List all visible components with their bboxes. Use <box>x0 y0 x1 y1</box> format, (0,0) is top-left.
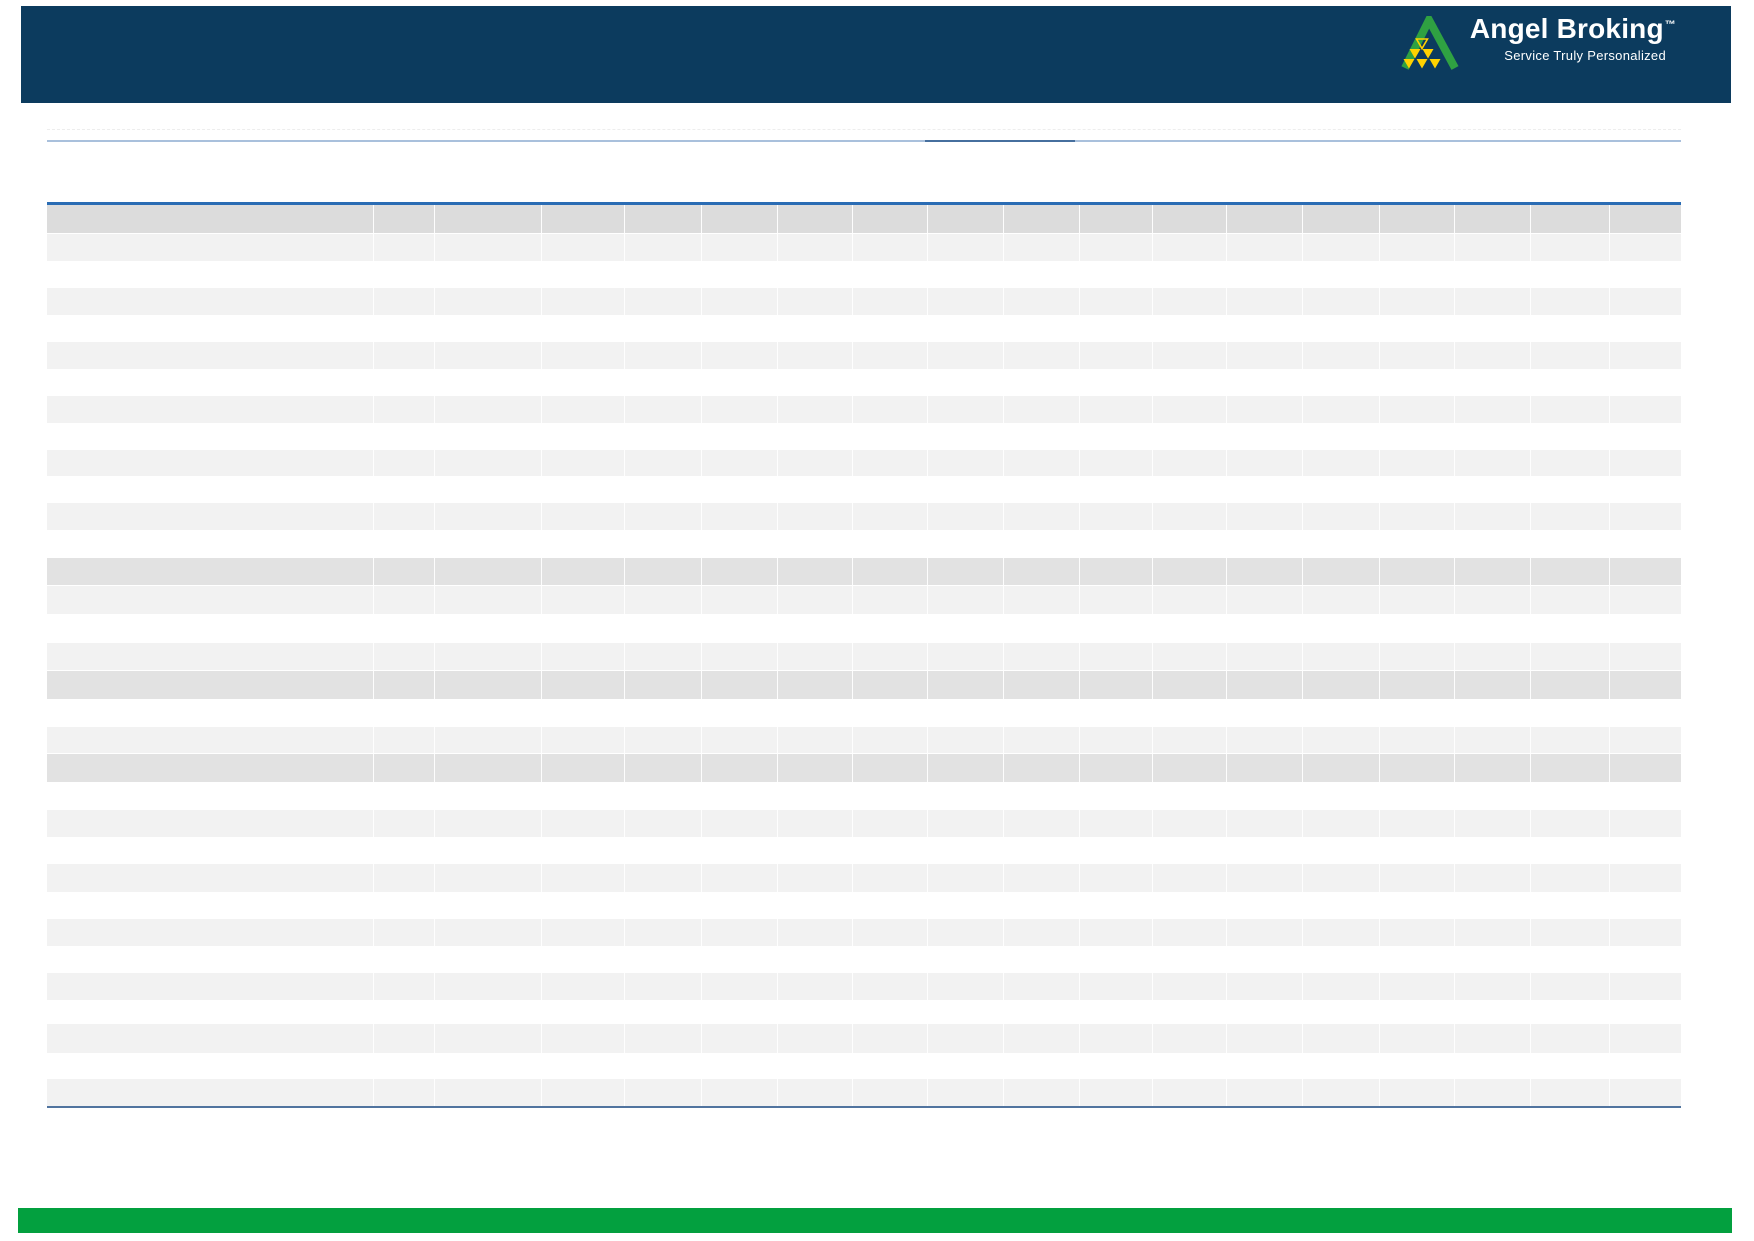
column-separator <box>624 205 625 1106</box>
table-row <box>47 503 1681 530</box>
table-row <box>47 558 1681 585</box>
table-row <box>47 586 1681 614</box>
column-separator <box>1530 205 1531 1106</box>
table-row <box>47 810 1681 837</box>
column-separator <box>541 205 542 1106</box>
logo-text: Angel Broking™ Service Truly Personalize… <box>1469 13 1676 63</box>
column-separator <box>1226 205 1227 1106</box>
table-row <box>47 919 1681 946</box>
angel-broking-logo: Angel Broking™ Service Truly Personalize… <box>1396 13 1676 70</box>
section-rule-accent-segment <box>925 140 1075 142</box>
table-row <box>47 643 1681 670</box>
column-separator <box>852 205 853 1106</box>
column-separator <box>777 205 778 1106</box>
section-rule <box>47 140 1681 142</box>
column-separator <box>927 205 928 1106</box>
column-separator <box>1003 205 1004 1106</box>
table-row <box>47 396 1681 423</box>
column-separator <box>434 205 435 1106</box>
column-separator <box>373 205 374 1106</box>
column-separator <box>1302 205 1303 1106</box>
table-row <box>47 973 1681 1000</box>
table-row <box>47 205 1681 233</box>
column-separator <box>1079 205 1080 1106</box>
column-separator <box>1609 205 1610 1106</box>
trademark-symbol: ™ <box>1664 18 1676 31</box>
column-separator <box>1379 205 1380 1106</box>
column-separator <box>1454 205 1455 1106</box>
column-separator <box>1152 205 1153 1106</box>
footer-bar <box>18 1208 1732 1233</box>
column-separator <box>701 205 702 1106</box>
table-row <box>47 727 1681 753</box>
table-row <box>47 288 1681 315</box>
table-row <box>47 1024 1681 1053</box>
table-row <box>47 342 1681 369</box>
table-row <box>47 864 1681 892</box>
brand-tagline: Service Truly Personalized <box>1504 47 1666 63</box>
header-band: Angel Broking™ Service Truly Personalize… <box>21 6 1731 103</box>
table-row <box>47 1079 1681 1106</box>
logo-pyramid-icon <box>1401 16 1459 70</box>
dashed-separator-rule <box>47 129 1681 130</box>
table-row <box>47 234 1681 261</box>
table-row <box>47 671 1681 699</box>
brand-name: Angel Broking™ <box>1469 13 1676 44</box>
data-table <box>47 202 1681 1108</box>
table-row <box>47 754 1681 782</box>
table-row <box>47 450 1681 476</box>
